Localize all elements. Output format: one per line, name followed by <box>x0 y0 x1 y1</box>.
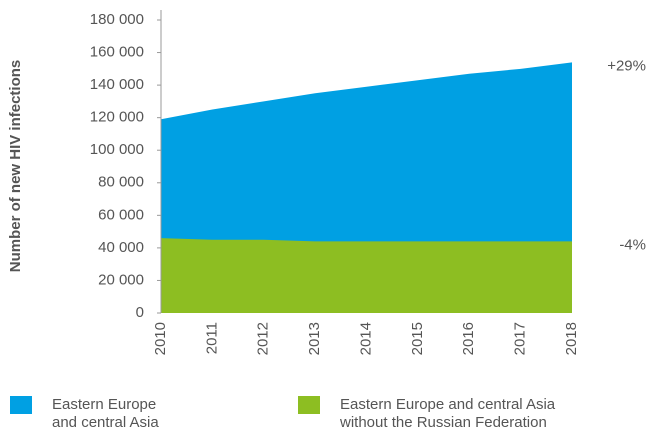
x-tick-label: 2018 <box>563 322 580 355</box>
y-tick-label: 160 000 <box>90 44 144 61</box>
x-tick-label: 2012 <box>255 322 272 355</box>
chart: Number of new HIV infections 0 20 000 40 0… <box>7 10 646 355</box>
x-tick-label: 2015 <box>409 322 426 355</box>
y-tick-label: 140 000 <box>90 76 144 93</box>
legend-label: Eastern Europe and central Asia without … <box>340 396 556 431</box>
x-tick-label: 2010 <box>152 322 169 355</box>
annotation: +29% <box>607 57 646 74</box>
legend-item: Eastern Europe and central Asia <box>10 396 177 432</box>
y-tick-label: 180 000 <box>90 11 144 28</box>
area <box>161 238 572 313</box>
annotation: -4% <box>619 236 646 253</box>
y-tick-label: 0 <box>136 304 144 321</box>
legend-item: Eastern Europe and central Asia without … <box>298 396 590 432</box>
x-tick-label: 2017 <box>512 322 529 355</box>
y-tick-label: 60 000 <box>98 206 144 223</box>
y-axis-title: Number of new HIV infections <box>7 60 24 273</box>
legend-swatch <box>298 396 320 414</box>
legend-label: Eastern Europe and central Asia <box>52 396 159 431</box>
x-tick-label: 2016 <box>460 322 477 355</box>
y-tick-label: 20 000 <box>98 271 144 288</box>
x-tick-label: 2014 <box>357 322 374 355</box>
x-tick-label: 2011 <box>203 322 220 354</box>
y-tick-label: 100 000 <box>90 141 144 158</box>
legend-swatch <box>10 396 32 414</box>
y-tick-label: 120 000 <box>90 109 144 126</box>
y-tick-label: 40 000 <box>98 239 144 256</box>
x-tick-label: 2013 <box>306 322 323 355</box>
y-tick-label: 80 000 <box>98 174 144 191</box>
